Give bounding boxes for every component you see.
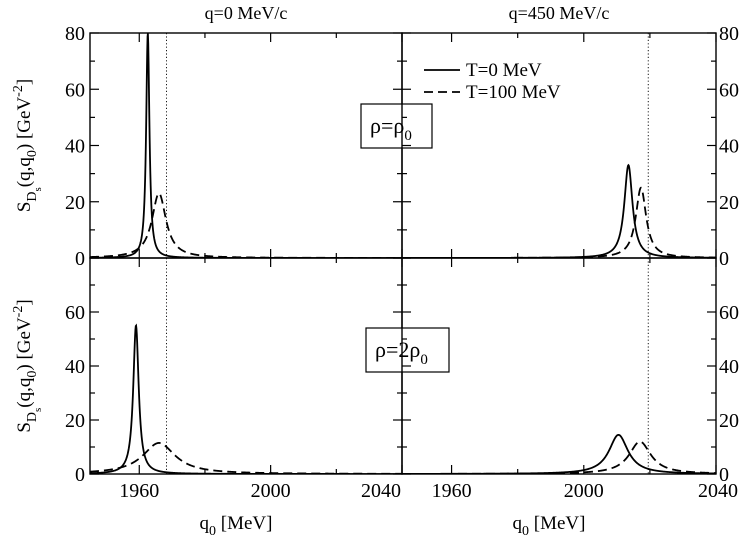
x-axis-label: q0 [MeV] — [200, 513, 273, 538]
xlabel-part: [MeV] — [529, 513, 585, 534]
series-group — [402, 163, 716, 258]
series-group — [90, 323, 402, 474]
x-tick-label: 2000 — [251, 480, 291, 502]
ylabel-part: (q,q — [14, 377, 35, 408]
y-tick-label: 80 — [719, 23, 739, 45]
y-tick-label: 0 — [719, 464, 729, 486]
y-tick-label: 80 — [65, 23, 85, 45]
ylabel-sup: -2 — [11, 306, 26, 318]
xlabel-sub: 0 — [522, 524, 529, 538]
y-tick-label: 40 — [719, 136, 739, 158]
y-tick-label: 20 — [65, 192, 85, 214]
legend-label: T=0 MeV — [466, 60, 542, 81]
annotation-box — [365, 327, 450, 373]
ylabel-part: (q,q — [14, 157, 35, 188]
column-title: q=450 MeV/c — [509, 3, 610, 23]
y-tick-label: 60 — [65, 302, 85, 324]
ylabel-part: ) [GeV — [14, 317, 35, 371]
panel-frame — [89, 32, 403, 259]
ylabel-sup: -2 — [11, 85, 26, 97]
legend-label: T=100 MeV — [466, 82, 561, 103]
x-tick-label: 2000 — [564, 480, 604, 502]
ylabel-sub: 0 — [25, 150, 40, 157]
density-annotation: ρ=2ρ0 — [365, 327, 450, 373]
y-tick-label: 0 — [719, 248, 729, 270]
y-tick-label: 60 — [719, 79, 739, 101]
xlabel-sub: 0 — [209, 524, 216, 538]
x-tick-label: 1960 — [119, 480, 159, 502]
xlabel-part: [MeV] — [216, 513, 272, 534]
ylabel-part: S — [14, 422, 35, 433]
density-annotation: ρ=ρ0 — [360, 103, 433, 149]
tick-group — [402, 257, 717, 475]
x-tick-label: 2040 — [361, 480, 401, 502]
y-tick-label: 60 — [65, 79, 85, 101]
xlabel-part: q — [200, 513, 210, 534]
series-t0-line — [402, 163, 716, 258]
annotation-box — [360, 103, 433, 149]
ylabel-part: S — [14, 202, 35, 213]
panel-2: 0 20 40 60 80 q=450 MeV/c — [401, 3, 739, 270]
x-tick-label: 2040 — [698, 480, 738, 502]
tick-group — [90, 257, 403, 475]
column-title: q=0 MeV/c — [205, 3, 288, 23]
ylabel-subsub: s — [32, 187, 44, 191]
annotation-subscript: 0 — [404, 128, 412, 144]
series-t100-line — [90, 192, 402, 258]
x-tick-label: 1960 — [432, 480, 472, 502]
y-axis-label: SDs(q,q0) [GeV-2] — [11, 299, 44, 432]
annotation-text: ρ=ρ0 — [370, 113, 412, 144]
tick-group — [90, 32, 403, 259]
ylabel-sub: D — [25, 191, 40, 201]
ylabel-part: ) [GeV — [14, 97, 35, 151]
series-t100-line — [90, 442, 402, 474]
annotation-base: ρ=2ρ — [375, 337, 420, 362]
y-tick-label: 40 — [719, 356, 739, 378]
series-t100-line — [402, 440, 716, 474]
annotation-text: ρ=2ρ0 — [375, 337, 428, 368]
annotation-subscript: 0 — [420, 352, 428, 368]
y-tick-label: 20 — [719, 192, 739, 214]
panel-frame — [89, 257, 403, 475]
series-group — [402, 433, 716, 474]
y-tick-label: 40 — [65, 356, 85, 378]
annotation-base: ρ=ρ — [370, 113, 404, 138]
y-tick-label: 20 — [719, 410, 739, 432]
y-tick-label: 20 — [65, 410, 85, 432]
series-group — [90, 33, 402, 258]
ylabel-subsub: s — [32, 408, 44, 412]
y-tick-label: 0 — [75, 248, 85, 270]
series-t100-line — [402, 186, 716, 258]
y-axis-label: SDs(q,q0) [GeV-2] — [11, 79, 44, 212]
series-t0-line — [90, 33, 402, 258]
series-t0-line — [402, 433, 716, 474]
xlabel-part: q — [513, 513, 523, 534]
tick-group — [402, 32, 717, 259]
x-axis-label: q0 [MeV] — [513, 513, 586, 538]
panel-frame — [401, 32, 717, 259]
ylabel-part: ] — [14, 299, 35, 305]
y-tick-label: 40 — [65, 136, 85, 158]
ylabel-sub: 0 — [25, 371, 40, 378]
y-tick-label: 60 — [719, 302, 739, 324]
series-t0-line — [90, 323, 402, 474]
y-tick-label: 0 — [75, 464, 85, 486]
ylabel-sub: D — [25, 412, 40, 422]
ylabel-part: ] — [14, 79, 35, 85]
